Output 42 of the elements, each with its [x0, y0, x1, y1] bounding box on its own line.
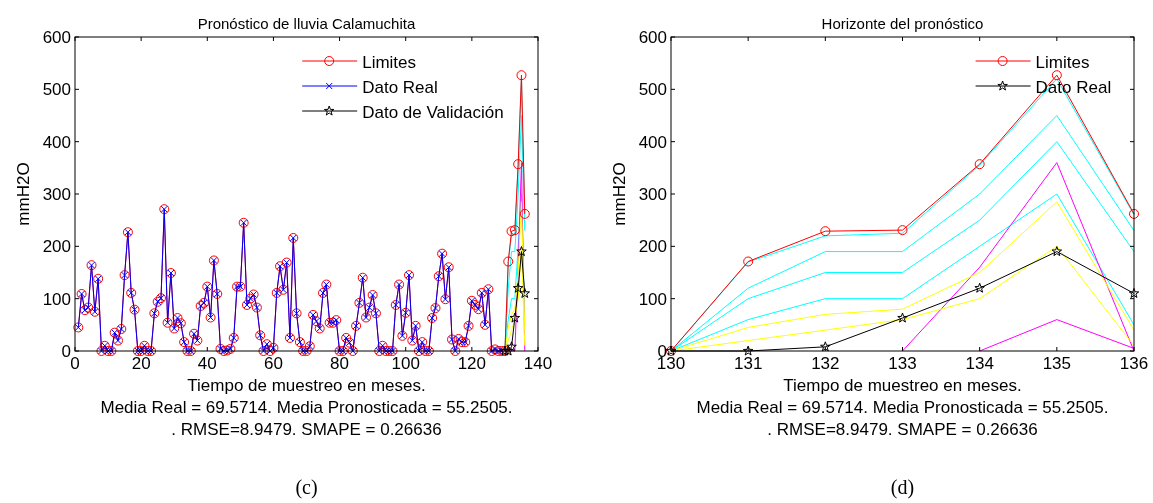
legend-label: Limites — [362, 53, 417, 72]
text: . RMSE=8.9479. SMAPE = 0.26636 — [767, 420, 1038, 439]
x-tick-label: 100 — [391, 354, 420, 373]
legend-label: Dato de Validación — [362, 103, 504, 122]
x-tick-label: 120 — [457, 354, 487, 373]
y-tick-label: 300 — [638, 185, 667, 204]
y-axis-title: mmH2O — [610, 162, 629, 226]
text: Media Real = 69.5714. Media Pronosticada = 55.2505. — [696, 398, 1109, 417]
x-tick-label: 40 — [197, 354, 217, 373]
x-axis-title: Tiempo de muestreo en meses. — [187, 376, 426, 395]
y-tick-label: 400 — [42, 132, 71, 152]
x-tick-label: 140 — [523, 354, 553, 373]
x-tick-label: 60 — [263, 354, 283, 373]
y-tick-label: 300 — [42, 185, 71, 204]
legend-label: Limites — [1035, 53, 1090, 72]
x-tick-label: 133 — [888, 354, 917, 373]
y-tick-label: 0 — [61, 342, 71, 361]
text: (c) — [295, 476, 318, 499]
x-tick-label: 131 — [733, 354, 763, 373]
y-tick-label: 500 — [638, 80, 667, 100]
y-tick-label: 500 — [42, 80, 71, 100]
x-tick-label: 135 — [1042, 354, 1072, 373]
y-tick-label: 100 — [42, 289, 71, 309]
text: . RMSE=8.9479. SMAPE = 0.26636 — [171, 420, 442, 439]
text: (d) — [890, 476, 915, 499]
chart-title: Horizonte del pronóstico — [821, 15, 984, 32]
x-tick-label: 80 — [330, 354, 350, 373]
y-tick-label: 100 — [638, 289, 667, 309]
text: Media Real = 69.5714. Media Pronosticada = 55.2505. — [100, 398, 513, 417]
y-tick-label: 600 — [42, 28, 71, 47]
x-tick-label: 20 — [131, 354, 151, 373]
y-tick-label: 200 — [638, 237, 667, 257]
y-axis-title: mmH2O — [14, 162, 33, 226]
y-tick-label: 400 — [638, 132, 667, 152]
x-tick-label: 134 — [965, 354, 994, 373]
chart-title: Pronóstico de lluvia Calamuchita — [197, 15, 416, 32]
y-tick-label: 200 — [42, 237, 71, 257]
legend-label: Dato Real — [362, 78, 438, 97]
y-tick-label: 600 — [638, 28, 667, 47]
x-tick-label: 132 — [811, 354, 840, 373]
x-axis-title: Tiempo de muestreo en meses. — [783, 376, 1022, 395]
x-tick-label: 136 — [1119, 354, 1149, 373]
